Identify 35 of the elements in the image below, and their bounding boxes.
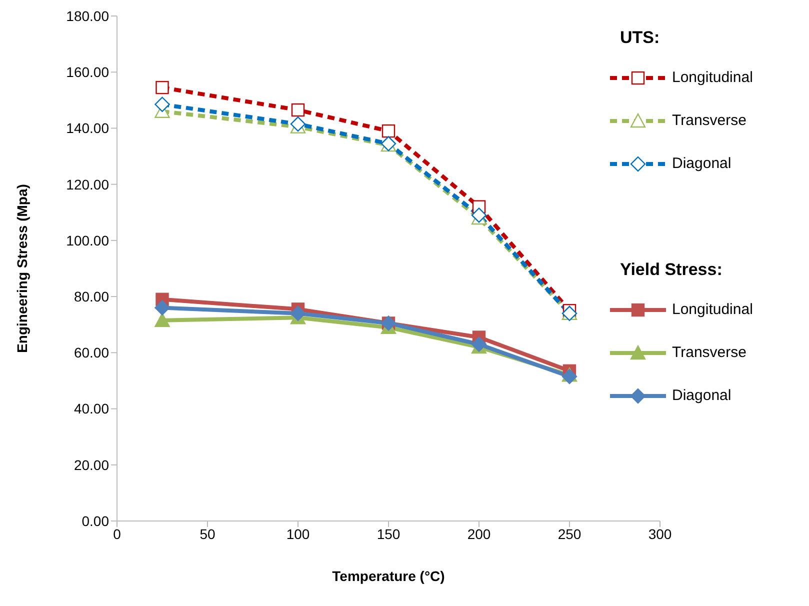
x-tick-label: 250 xyxy=(558,526,582,542)
y-axis-title: Engineering Stress (Mpa) xyxy=(14,184,30,353)
y-tick-label: 40.00 xyxy=(74,400,110,417)
y-tick-label: 80.00 xyxy=(74,288,110,305)
y-tick-label: 160.00 xyxy=(66,64,110,80)
y-tick-label: 20.00 xyxy=(74,456,110,473)
point xyxy=(382,124,396,138)
x-tick-label: 200 xyxy=(467,526,491,542)
legend-label: Transverse xyxy=(672,112,746,129)
x-tick-label: 100 xyxy=(286,526,310,542)
y-tick-label: 0.00 xyxy=(82,512,110,529)
y-tick-label: 120.00 xyxy=(66,176,110,192)
point xyxy=(154,96,170,112)
x-tick-label: 50 xyxy=(200,526,216,542)
x-tick-label: 0 xyxy=(113,526,122,542)
legend-label: Longitudinal xyxy=(672,301,753,318)
x-tick-label: 300 xyxy=(648,526,672,542)
annotation: UTS: xyxy=(620,28,661,48)
y-tick-label: 140.00 xyxy=(66,120,110,136)
legend-label: Diagonal xyxy=(672,387,732,404)
point xyxy=(290,306,306,321)
point xyxy=(291,103,305,117)
y-tick-label: 100.00 xyxy=(66,232,110,248)
legend-label: Transverse xyxy=(672,344,746,361)
y-tick-label: 60.00 xyxy=(74,344,110,361)
point xyxy=(154,312,170,328)
point xyxy=(156,80,169,94)
point xyxy=(290,116,306,132)
y-tick-label: 180.00 xyxy=(66,8,110,24)
x-tick-label: 150 xyxy=(376,526,400,542)
annotation: Yield Stress: xyxy=(620,260,724,280)
point xyxy=(154,300,170,316)
legend-label: Diagonal xyxy=(672,155,732,172)
x-axis-title: Temperature (°C) xyxy=(332,568,445,584)
legend-label: Longitudinal xyxy=(672,69,753,86)
